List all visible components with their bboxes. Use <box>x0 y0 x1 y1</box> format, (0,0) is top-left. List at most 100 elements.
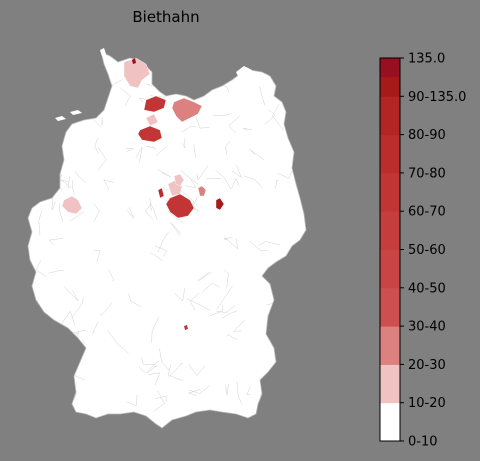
district-border <box>242 127 253 131</box>
district-border <box>120 87 131 106</box>
district-border <box>146 145 156 149</box>
district-border <box>174 288 186 302</box>
district-border <box>67 175 71 189</box>
district-region <box>123 57 151 89</box>
colorbar-tick-label: 40-50 <box>408 281 446 296</box>
colorbar-tick-label: 60-70 <box>408 205 446 220</box>
district-region <box>197 185 207 197</box>
district-border <box>243 175 263 188</box>
district-border <box>97 147 107 171</box>
highlighted-districts <box>61 57 225 219</box>
district-region <box>215 197 225 211</box>
colorbar-tick-label: 135.0 <box>408 52 445 67</box>
colorbar-bin <box>380 402 400 442</box>
district-border <box>231 177 240 189</box>
district-border <box>228 115 241 134</box>
district-border <box>236 381 242 404</box>
district-border <box>224 269 229 288</box>
district-border <box>126 394 138 407</box>
district-border <box>189 292 200 311</box>
district-border <box>212 113 231 116</box>
district-border <box>101 117 103 126</box>
colorbar-bin <box>380 326 400 365</box>
district-border <box>48 237 64 245</box>
district-border <box>223 237 239 250</box>
island-shape <box>70 110 82 115</box>
district-border <box>209 304 224 316</box>
district-border <box>92 321 99 334</box>
district-border <box>135 147 143 163</box>
district-border <box>170 221 182 236</box>
district-border <box>108 269 115 281</box>
district-border <box>187 389 201 396</box>
district-region <box>143 95 167 113</box>
island-shape <box>55 116 66 121</box>
district-border <box>221 310 238 319</box>
district-border <box>141 357 156 365</box>
district-region <box>157 187 165 199</box>
district-border <box>107 330 129 354</box>
district-border <box>249 240 268 251</box>
colorbar-tick-label: 10-20 <box>408 396 446 411</box>
island-shape <box>100 48 106 56</box>
district-border <box>99 302 113 316</box>
district-border <box>216 305 236 313</box>
colorbar-bin <box>380 58 400 78</box>
district-border <box>126 207 135 219</box>
district-border <box>186 298 211 311</box>
district-border <box>246 385 251 395</box>
district-border <box>167 210 184 224</box>
island-shape <box>236 66 252 80</box>
district-border <box>193 144 196 157</box>
district-border <box>231 164 242 179</box>
district-border <box>103 179 114 191</box>
district-border <box>72 180 75 195</box>
district-region <box>171 97 203 123</box>
district-border <box>196 165 209 181</box>
district-border <box>225 384 229 396</box>
district-border <box>151 316 160 343</box>
colorbar-bin <box>380 364 400 404</box>
district-border <box>59 203 64 223</box>
colorbar-bin <box>380 287 400 327</box>
district-region <box>61 195 83 215</box>
district-border <box>275 180 279 189</box>
district-border <box>168 362 183 378</box>
district-border <box>74 170 86 184</box>
district-border <box>195 116 210 129</box>
district-border <box>157 169 172 178</box>
district-region <box>132 58 136 64</box>
district-border <box>149 252 163 261</box>
district-region <box>145 113 159 127</box>
district-border <box>138 361 158 374</box>
district-border <box>147 372 161 386</box>
district-border <box>63 286 79 302</box>
district-border <box>188 385 210 394</box>
district-region <box>173 173 185 187</box>
district-border <box>94 249 101 263</box>
district-border <box>154 395 167 402</box>
district-border <box>48 270 64 274</box>
district-border <box>149 198 152 211</box>
district-border <box>227 333 238 340</box>
district-border <box>182 138 186 149</box>
district-border <box>93 203 100 222</box>
district-border <box>258 241 280 246</box>
district-border <box>225 140 231 155</box>
district-border <box>156 146 168 156</box>
district-border <box>71 298 84 318</box>
colorbar-tick-label: 80-90 <box>408 128 446 143</box>
district-border <box>264 109 276 125</box>
colorbar-bin <box>380 134 400 174</box>
district-border <box>205 178 222 181</box>
colorbar-tick-label: 70-80 <box>408 166 446 181</box>
colorbar-tick-label: 20-30 <box>408 358 446 373</box>
district-border <box>64 310 76 326</box>
colorbar-tick-label: 90-135.0 <box>408 90 466 105</box>
colorbar-bin <box>380 172 400 212</box>
district-border <box>180 170 198 185</box>
colorbar-tick-label: 30-40 <box>408 320 446 335</box>
district-region <box>184 325 188 330</box>
germany-land <box>27 51 307 429</box>
